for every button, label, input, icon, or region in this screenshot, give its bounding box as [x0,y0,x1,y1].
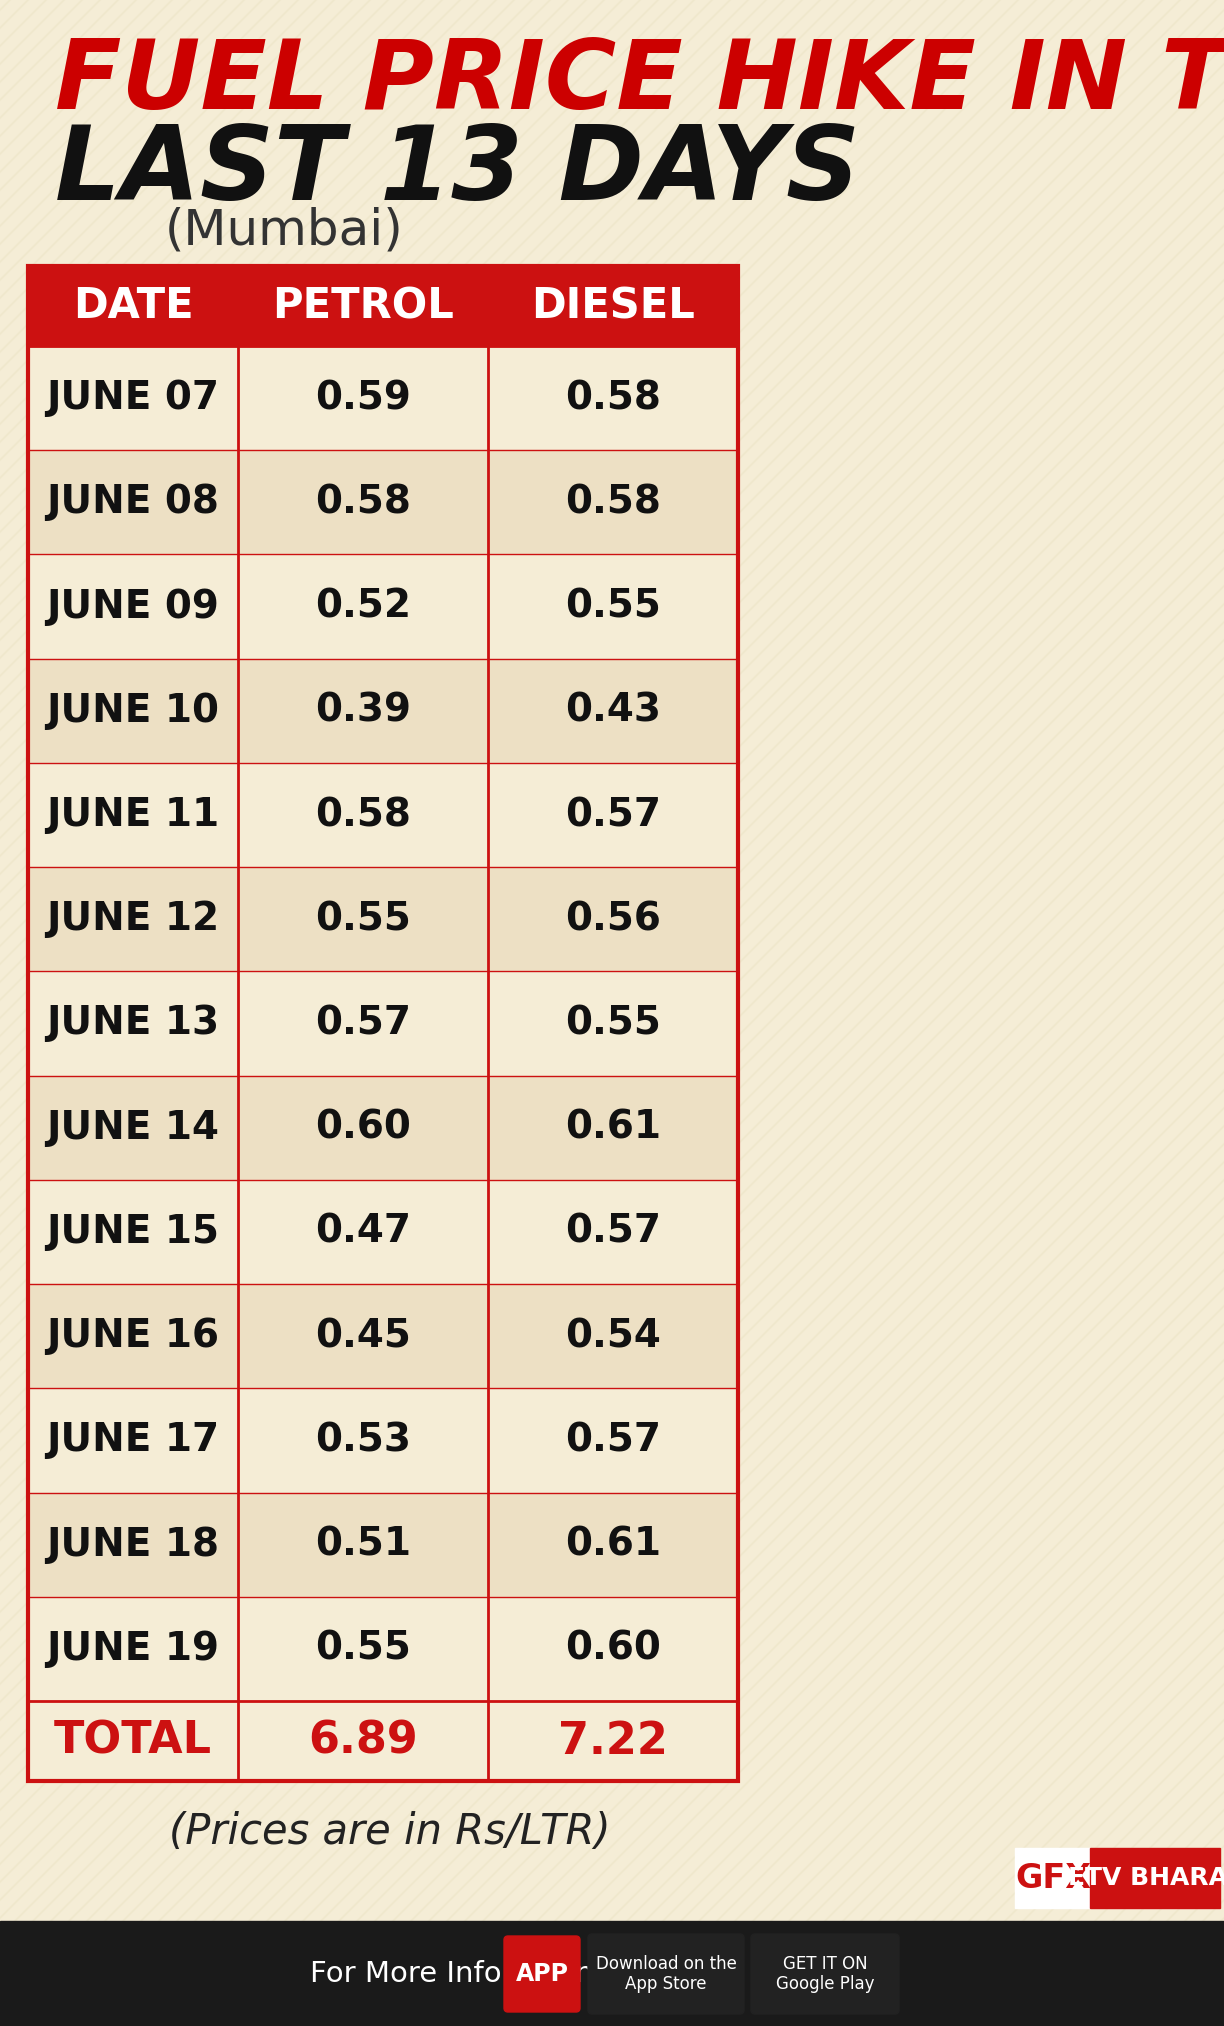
Text: 0.57: 0.57 [565,1214,661,1250]
Text: 0.58: 0.58 [315,484,411,521]
Bar [28,1596,738,1702]
Bar [28,764,738,867]
Text: 0.55: 0.55 [315,1629,411,1667]
Bar [28,265,738,1781]
Bar [0,1921,1224,2026]
FancyBboxPatch shape [504,1937,580,2012]
Bar [28,1388,738,1493]
Text: DATE: DATE [72,286,193,326]
Text: For More Info Download: For More Info Download [310,1959,656,1988]
Text: (Mumbai): (Mumbai) [165,207,404,253]
Text: JUNE 08: JUNE 08 [47,484,219,521]
Text: 0.43: 0.43 [565,691,661,729]
Text: TOTAL: TOTAL [54,1720,212,1763]
Text: 0.45: 0.45 [315,1317,411,1355]
Text: LAST 13 DAYS: LAST 13 DAYS [55,122,860,223]
Text: Download on the
App Store: Download on the App Store [596,1955,737,1994]
Text: 7.22: 7.22 [558,1720,668,1763]
Text: 0.56: 0.56 [565,900,661,938]
Text: JUNE 10: JUNE 10 [47,691,219,729]
Bar [28,1493,738,1596]
Text: 0.57: 0.57 [565,796,661,835]
Text: 0.51: 0.51 [315,1526,411,1564]
Text: JUNE 16: JUNE 16 [47,1317,219,1355]
Bar [1015,1848,1091,1908]
Bar [28,265,738,346]
Text: 0.58: 0.58 [565,379,661,417]
Bar [28,1284,738,1388]
Text: JUNE 07: JUNE 07 [47,379,219,417]
Text: 0.55: 0.55 [565,1005,661,1043]
Text: 0.57: 0.57 [565,1422,661,1459]
Text: 0.47: 0.47 [315,1214,411,1250]
Text: JUNE 12: JUNE 12 [47,900,219,938]
Bar [28,346,738,450]
Text: 0.54: 0.54 [565,1317,661,1355]
Text: FUEL PRICE HIKE IN THE: FUEL PRICE HIKE IN THE [55,36,1224,130]
Text: JUNE 13: JUNE 13 [47,1005,219,1043]
FancyBboxPatch shape [752,1935,898,2014]
Bar [28,1179,738,1284]
Text: 0.61: 0.61 [565,1526,661,1564]
Text: 0.55: 0.55 [315,900,411,938]
Bar [28,450,738,555]
Text: JUNE 14: JUNE 14 [47,1108,219,1147]
Bar [1091,1848,1220,1908]
Text: JUNE 18: JUNE 18 [47,1526,219,1564]
Text: GFX: GFX [1015,1862,1091,1894]
Text: 0.58: 0.58 [565,484,661,521]
Text: 6.89: 6.89 [308,1720,417,1763]
Text: 0.53: 0.53 [315,1422,411,1459]
Text: 0.52: 0.52 [315,588,411,626]
Text: JUNE 19: JUNE 19 [47,1629,219,1667]
Text: (Prices are in Rs/LTR): (Prices are in Rs/LTR) [169,1811,611,1854]
Text: 0.58: 0.58 [315,796,411,835]
Text: 0.55: 0.55 [565,588,661,626]
Text: JUNE 11: JUNE 11 [47,796,219,835]
Bar [28,970,738,1076]
Bar [28,1702,738,1781]
FancyBboxPatch shape [588,1935,744,2014]
Text: 0.39: 0.39 [315,691,411,729]
Text: JUNE 15: JUNE 15 [47,1214,219,1250]
Text: 0.59: 0.59 [315,379,411,417]
Bar [28,555,738,658]
Text: JUNE 09: JUNE 09 [47,588,219,626]
Text: APP: APP [515,1961,568,1985]
Text: 0.60: 0.60 [565,1629,661,1667]
Text: 0.60: 0.60 [315,1108,411,1147]
Text: 0.57: 0.57 [315,1005,411,1043]
Text: PETROL: PETROL [272,286,454,326]
Text: JUNE 17: JUNE 17 [47,1422,219,1459]
Text: 0.61: 0.61 [565,1108,661,1147]
Text: GET IT ON
Google Play: GET IT ON Google Play [776,1955,874,1994]
Bar [28,867,738,970]
Bar [28,658,738,764]
Text: DIESEL: DIESEL [531,286,695,326]
Text: ETV BHARAT: ETV BHARAT [1067,1866,1224,1890]
Bar [28,1076,738,1179]
